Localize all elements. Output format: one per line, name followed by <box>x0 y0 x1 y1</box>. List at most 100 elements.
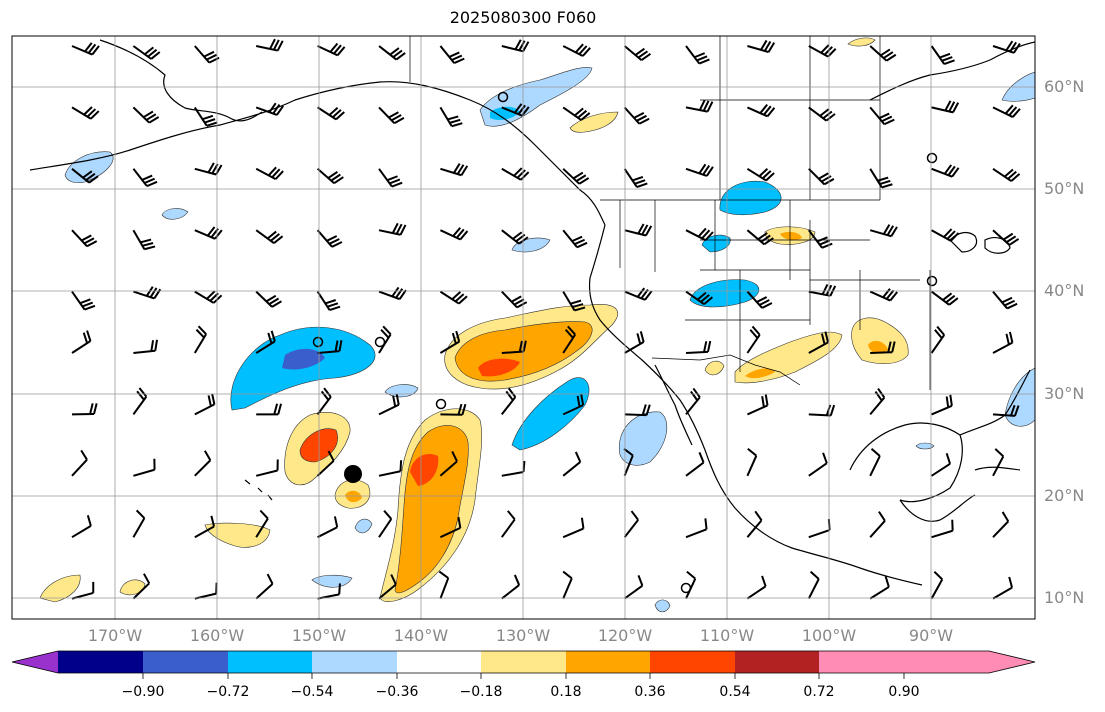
wind-barb <box>746 229 774 246</box>
wind-barb <box>255 330 276 354</box>
wind-barb <box>562 291 586 312</box>
wind-barb <box>562 570 573 599</box>
colorbar-extension-low <box>12 651 58 673</box>
wind-barb <box>624 223 653 237</box>
wind-barb <box>133 286 162 300</box>
positive-anomaly-region <box>478 358 520 377</box>
wind-barb <box>71 106 100 120</box>
wind-barb <box>71 168 99 184</box>
wind-barb <box>562 229 588 249</box>
wind-barb <box>870 341 896 354</box>
wind-barb <box>316 450 335 477</box>
wind-barb <box>931 228 960 242</box>
wind-barb <box>255 229 284 244</box>
wind-barb <box>992 104 1021 118</box>
wind-barb <box>992 576 1014 600</box>
coastline-hawaii <box>244 479 273 501</box>
wind-barb <box>378 106 405 125</box>
negative-anomaly-region <box>511 377 590 451</box>
lon-label: 120°W <box>597 626 653 645</box>
wind-barb <box>194 450 212 477</box>
wind-barb <box>746 325 761 354</box>
wind-barb <box>869 45 897 62</box>
colorbar-tick-label: 0.18 <box>550 684 582 700</box>
wind-barb <box>931 453 952 477</box>
wind-barb <box>439 45 465 65</box>
wind-barb <box>316 291 341 312</box>
wind-barb <box>378 325 392 354</box>
wind-barb <box>869 106 895 126</box>
colorbar-outline <box>11 650 1036 674</box>
wind-barb <box>500 510 516 538</box>
wind-barb <box>746 448 758 477</box>
wind-barb <box>562 325 577 354</box>
wind-barb <box>71 403 98 416</box>
wind-barb <box>378 510 393 538</box>
colorbar-bin <box>397 651 481 673</box>
wind-barb <box>807 570 820 600</box>
wind-barb <box>562 451 582 477</box>
wind-barb <box>439 516 462 539</box>
wind-barb <box>194 226 223 240</box>
lon-label: 170°W <box>87 626 143 645</box>
wind-barb <box>746 575 767 600</box>
wind-barb <box>930 325 946 354</box>
wind-barb <box>992 511 1010 538</box>
wind-barb <box>685 290 714 306</box>
wind-barb <box>378 45 406 61</box>
wind-barb <box>71 229 98 248</box>
wind-barb <box>808 331 830 354</box>
station-marker <box>680 582 692 594</box>
wind-barb <box>439 227 469 241</box>
wind-barb <box>685 227 714 242</box>
wind-barb <box>685 518 708 539</box>
wind-barb <box>378 460 403 477</box>
wind-barb <box>931 519 954 539</box>
colorbar-bin <box>650 651 735 673</box>
wind-barb <box>501 167 530 181</box>
wind-barb <box>317 42 346 57</box>
wind-barb <box>194 393 216 416</box>
negative-anomaly-region <box>490 106 520 120</box>
positive-anomaly-region <box>745 368 775 379</box>
wind-barb <box>869 576 890 600</box>
wind-barb <box>133 339 158 354</box>
wind-barb <box>439 106 463 128</box>
wind-barb <box>194 45 220 64</box>
wind-barb <box>193 325 207 354</box>
wind-barb <box>623 447 634 477</box>
colorbar-tick-label: 0.54 <box>719 684 751 700</box>
negative-anomaly-region <box>161 208 189 220</box>
wind-barb <box>992 290 1018 310</box>
wind-barb <box>132 106 160 124</box>
wind-barb <box>685 340 712 354</box>
wind-barb <box>685 45 710 65</box>
lon-label: 90°W <box>908 626 954 645</box>
coastline-baja <box>654 364 693 446</box>
wind-barb <box>501 39 530 53</box>
lon-label: 100°W <box>801 626 857 645</box>
province-lines <box>700 36 881 200</box>
positive-anomaly-region <box>394 425 469 594</box>
negative-anomaly-region <box>282 348 325 370</box>
wind-barb <box>378 286 407 301</box>
wind-barb <box>869 448 881 477</box>
wind-barb <box>808 452 828 477</box>
lat-lon-grid <box>12 36 1035 619</box>
lat-label: 20°N <box>1044 486 1085 505</box>
colorbar-bin <box>819 651 904 673</box>
wind-barb <box>685 451 705 477</box>
positive-anomaly-region <box>204 522 271 548</box>
colorbar-bin <box>481 651 566 673</box>
wind-barb <box>317 106 345 121</box>
wind-barb <box>132 229 156 251</box>
wind-barb <box>439 330 461 354</box>
negative-anomaly-region <box>64 151 114 184</box>
colorbar-tick-label: −0.36 <box>375 684 419 700</box>
wind-barb <box>930 290 959 306</box>
wind-barb <box>317 516 339 539</box>
wind-barb <box>808 106 836 122</box>
wind-barb <box>624 575 644 600</box>
wind-barb <box>501 387 517 416</box>
negative-anomaly-region <box>311 574 353 588</box>
